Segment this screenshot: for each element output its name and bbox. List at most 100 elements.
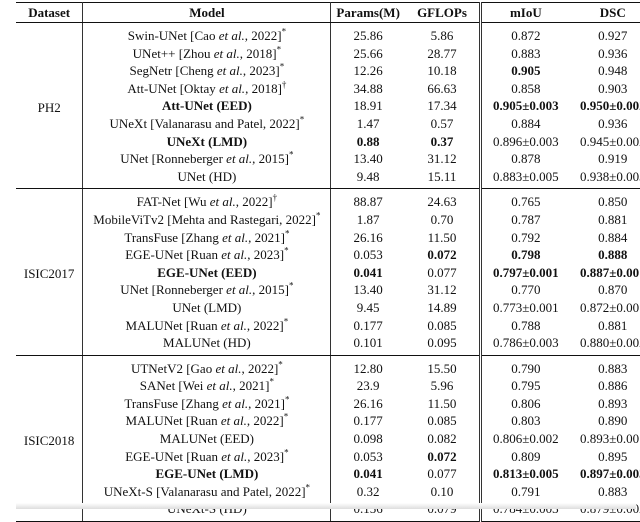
model-mark: † [272,193,278,204]
model-cell: MALUNet [Ruan et al., 2022]* [82,412,332,431]
params-cell: 0.177 [353,413,383,429]
model-name: MALUNet (HD) [163,335,251,351]
gflops-cell: 0.072 [404,246,483,264]
model-name: UTNetV2 [Gao [130,360,216,376]
params-cell: 34.88 [353,80,383,96]
model-mark: * [284,228,290,239]
table-row: Att-UNet (EED) 18.91 17.34 0.905±0.003 0.950… [16,97,640,115]
miou-cell: 0.787 [511,211,541,227]
model-cite: , 2018] [239,45,277,61]
table-row: TransFuse [Zhang et al., 2021]* 26.16 11.5… [16,394,640,413]
params-cell: 1.47 [356,115,380,131]
model-cell: TransFuse [Zhang et al., 2021]* [82,228,332,247]
model-etal: et al. [221,247,248,263]
params-cell: 18.91 [353,98,383,114]
model-name: UNeXt (LMD) [166,133,248,149]
params-cell: 1.87 [356,211,380,227]
model-cell: UTNetV2 [Gao et al., 2022]* [82,355,332,378]
params-cell: 13.40 [353,282,383,298]
dsc-cell: 0.936 [598,115,628,131]
dataset-cell: ISIC2018 [16,355,84,522]
model-etal: et al. [213,45,240,61]
table-row: MALUNet [Ruan et al., 2022]* 0.177 0.085 0.… [16,316,640,335]
model-etal: et al. [206,378,233,394]
miou-cell: 0.797±0.001 [493,264,559,280]
miou-cell: 0.809 [511,448,541,464]
dataset-cell: PH2 [16,22,84,190]
dsc-cell: 0.903 [598,80,628,96]
dsc-cell: 0.919 [598,151,628,167]
model-cite: , 2023] [242,63,280,79]
params-cell: 26.16 [353,395,383,411]
table-row: Att-UNet [Oktay et al., 2018]† 34.88 66.63… [16,79,640,98]
model-mark: * [315,210,321,221]
model-name: UNet [Ronneberger [120,151,227,167]
params-cell: 0.32 [356,483,380,499]
gflops-cell: 0.10 [404,482,483,501]
table-row: TransFuse [Zhang et al., 2021]* 26.16 11.5… [16,228,640,247]
model-cell: Att-UNet [Oktay et al., 2018]† [82,79,332,98]
model-mark: * [284,394,290,405]
model-mark: * [279,61,285,72]
miou-cell: 0.806±0.002 [493,431,559,447]
table-row: ISIC2018 UTNetV2 [Gao et al., 2022]* 12.80… [16,355,640,522]
gflops-cell: 66.63 [404,79,483,98]
miou-cell: 0.791 [511,483,541,499]
header-row: Dataset Model Params(M) GFLOPs mIoU DSC [16,2,640,23]
gflops-cell: 17.34 [404,97,483,115]
gflops-cell: 0.57 [404,114,483,133]
table-row: MobileViTv2 [Mehta and Rastegari, 2022]*… [16,210,640,229]
table-row: SegNetr [Cheng et al., 2023]* 12.26 10.18 0… [16,62,640,80]
table-row: UNet [Ronneberger et al., 2015]* 13.40 31.… [16,281,640,299]
params-cell: 25.86 [353,28,383,43]
gflops-cell: 0.077 [404,465,483,483]
dsc-cell: 0.883 [598,360,628,376]
model-mark: * [284,245,289,256]
dsc-cell: 0.948 [598,63,628,79]
model-name: Att-UNet [Oktay [127,80,220,96]
miou-cell: 0.788 [511,317,541,333]
miou-cell: 0.905±0.003 [493,98,559,114]
model-name: UNet (LMD) [172,299,242,315]
model-name: UNet (HD) [177,168,237,184]
dsc-cell: 0.893 [598,395,628,411]
gflops-cell: 5.86 [404,22,483,45]
model-name: FAT-Net [Wu [136,194,210,210]
model-cell: MALUNet (EED) [82,430,332,448]
model-cite: , 2022] [241,360,279,376]
gflops-cell: 0.082 [404,430,483,448]
table-row: UNeXt-S [Valanarasu and Patel, 2022]* 0.3… [16,482,640,501]
header-dataset: Dataset [16,2,84,23]
model-etal: et al. [222,395,249,411]
model-cell: FAT-Net [Wu et al., 2022]† [82,188,332,211]
model-name: SANet [Wei [139,378,207,394]
params-cell: 88.87 [353,194,383,210]
model-mark: † [281,79,287,90]
dsc-cell: 0.938±0.003 [569,167,640,190]
model-cell: EGE-UNet (EED) [82,263,332,282]
params-cell: 0.098 [353,431,383,447]
miou-cell: 0.765 [511,194,541,210]
model-name: UNeXt [Valanarasu and Patel, 2022] [109,115,300,131]
table-row: MALUNet (HD) 0.101 0.095 0.786±0.003 0.880±0… [16,334,640,356]
model-name: UNeXt-S [Valanarasu and Patel, 2022] [103,483,306,499]
model-name: MALUNet [Ruan [125,317,221,333]
miou-cell: 0.896±0.003 [493,133,559,149]
params-cell: 0.041 [353,466,383,482]
header-model: Model [82,2,332,23]
dsc-cell: 0.870 [598,282,628,298]
miou-cell: 0.790 [511,360,541,376]
model-cell: UNet (HD) [82,167,332,190]
model-cell: UNet [Ronneberger et al., 2015]* [82,150,332,168]
table-row: MALUNet [Ruan et al., 2022]* 0.177 0.085 0.… [16,412,640,431]
table-row: EGE-UNet (LMD) 0.041 0.077 0.813±0.005 0.897… [16,465,640,483]
model-cell: SANet [Wei et al., 2021]* [82,377,332,395]
model-name: EGE-UNet [Ruan [125,448,222,464]
header-params: Params(M) [330,2,405,23]
gflops-cell: 0.085 [404,316,483,335]
gflops-cell: 0.085 [404,412,483,431]
model-mark: * [284,447,289,458]
miou-cell: 0.858 [511,80,541,96]
dsc-cell: 0.881 [598,211,628,227]
model-name: UNet++ [Zhou [132,45,214,61]
